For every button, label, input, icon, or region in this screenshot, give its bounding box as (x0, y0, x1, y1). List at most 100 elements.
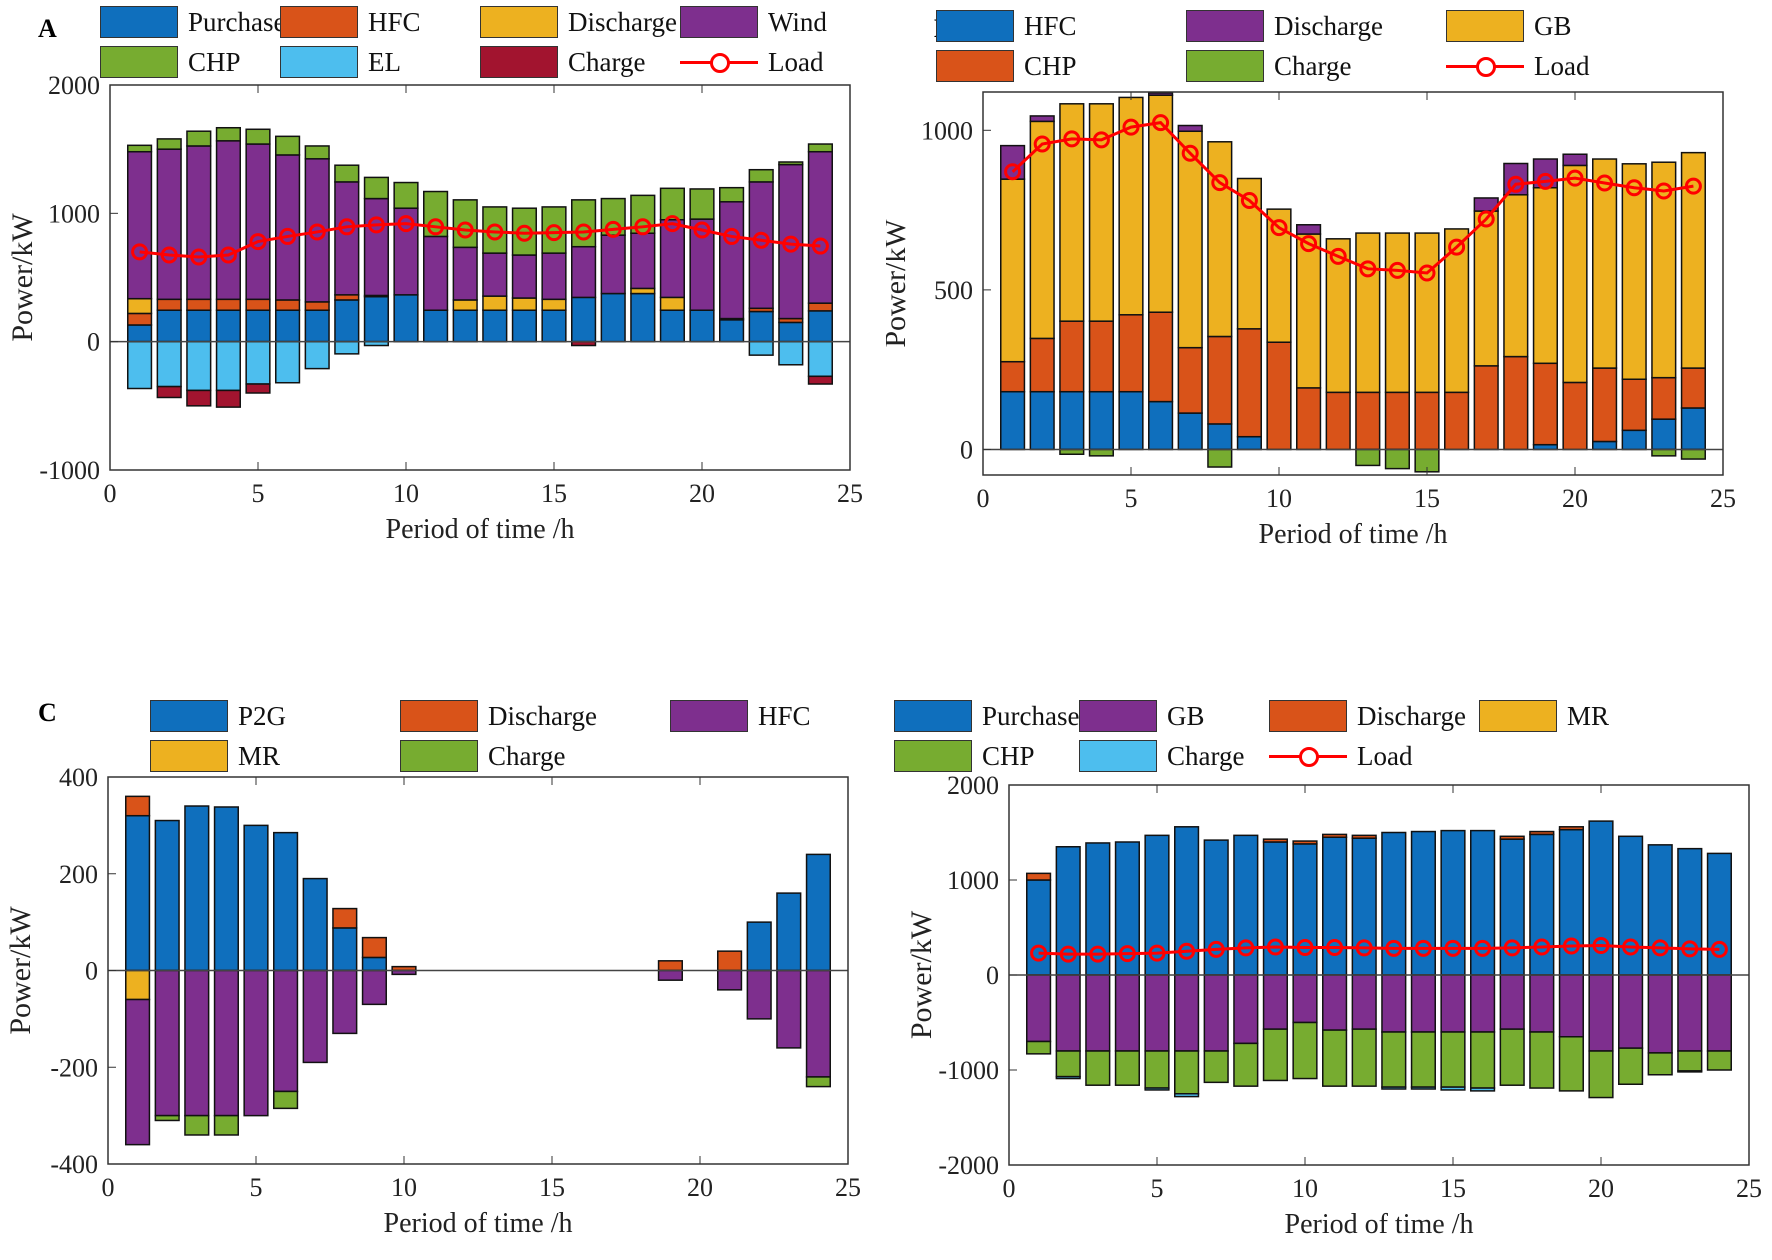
legend-swatch (100, 46, 178, 78)
legend-label: Discharge (1357, 700, 1466, 731)
bar-chp-h23 (1677, 1050, 1703, 1072)
legend-item-gb: GB (1079, 698, 1259, 734)
bar-chp-h15 (1440, 1031, 1466, 1088)
bar-el-h1 (127, 340, 153, 390)
bar-chp-h11 (1322, 1029, 1348, 1087)
bar-discharge-h1 (127, 297, 153, 315)
bar-chp-h8 (1207, 335, 1233, 425)
legend-label: Charge (568, 46, 646, 77)
bar-discharge-h18 (630, 287, 656, 295)
load-point-h2 (1033, 135, 1051, 153)
load-point-h4 (1118, 945, 1136, 963)
x-tick-label: 10 (393, 479, 419, 508)
y-tick-label: -2000 (938, 1151, 999, 1180)
bar-chp-h4 (1088, 320, 1114, 393)
load-point-h10 (1296, 938, 1314, 956)
legend-swatch (894, 740, 972, 772)
load-point-h23 (1681, 940, 1699, 958)
bar-gb-h12 (1351, 974, 1377, 1030)
legend: P2G Discharge HFC MR Charge (150, 698, 870, 774)
bar-chp-h21 (1592, 367, 1618, 443)
legend-item-discharge: Discharge (1269, 698, 1469, 734)
legend-label: CHP (982, 740, 1035, 771)
bar-p2g-h2 (154, 819, 180, 972)
load-point-h18 (1507, 175, 1525, 193)
bar-gb-h2 (1029, 120, 1055, 340)
y-tick-label: 200 (59, 860, 98, 889)
bar-p2g-h5 (243, 824, 269, 972)
load-point-h12 (1329, 247, 1347, 265)
load-point-h10 (397, 215, 415, 233)
bar-chp-h23 (1651, 376, 1677, 420)
bar-mr-h1 (125, 969, 151, 1001)
bar-chp-h19 (659, 187, 685, 221)
bar-purchase-h23 (778, 321, 804, 343)
bar-purchase-h7 (304, 309, 330, 343)
bar-hfc-h8 (1207, 423, 1233, 451)
bar-chp-h2 (1055, 1050, 1081, 1078)
y-tick-label: 2000 (947, 771, 999, 800)
bar-chp-h20 (1588, 1050, 1614, 1099)
bar-chp-h15 (1414, 391, 1440, 451)
bar-gb-h6 (1148, 94, 1174, 313)
load-point-h7 (1207, 940, 1225, 958)
load-line (139, 222, 821, 259)
bar-el-h5 (245, 340, 271, 385)
load-point-h1 (1030, 944, 1048, 962)
bar-discharge-h1 (1026, 872, 1052, 881)
legend-swatch (936, 50, 1014, 82)
x-tick-label: 10 (1292, 1174, 1318, 1203)
load-line (1038, 944, 1720, 956)
x-tick-label: 25 (835, 1173, 861, 1202)
bar-chp-h9 (1236, 328, 1262, 438)
legend-swatch (480, 6, 558, 38)
bar-purchase-h12 (452, 309, 478, 343)
bar-gb-h6 (1174, 974, 1200, 1052)
legend: HFC Discharge GB CHP Charge Load (936, 8, 1646, 84)
legend-label: EL (368, 46, 401, 77)
bar-charge-h14 (1384, 448, 1410, 470)
legend-item-mr: MR (1479, 698, 1659, 734)
panel-a: A 0 5 10 15 20 25 -1000 0 1000 2000 Period of time… (0, 0, 886, 630)
load-point-h10 (1270, 219, 1288, 237)
bar-chp-h14 (1410, 1031, 1436, 1088)
legend-label: GB (1167, 700, 1205, 731)
load-point-h1 (131, 243, 149, 261)
bar-charge-h5 (245, 383, 271, 394)
load-point-h23 (1655, 182, 1673, 200)
bar-gb-h8 (1207, 141, 1233, 338)
load-point-h16 (1474, 939, 1492, 957)
bar-gb-h5 (1144, 974, 1170, 1052)
load-point-h2 (160, 246, 178, 264)
load-point-h20 (693, 221, 711, 239)
y-tick-label: 0 (87, 328, 100, 357)
bar-gb-h14 (1384, 232, 1410, 394)
load-point-h18 (1533, 938, 1551, 956)
legend-label: Charge (488, 740, 566, 771)
bar-wind-h9 (363, 197, 389, 297)
bar-purchase-h13 (1381, 831, 1407, 976)
bar-hfc-h2 (154, 969, 180, 1117)
load-point-h20 (1592, 937, 1610, 955)
bar-wind-h2 (156, 148, 182, 301)
load-point-h3 (1063, 130, 1081, 148)
bar-wind-h21 (719, 201, 745, 320)
legend-swatch (936, 10, 1014, 42)
load-point-h9 (1240, 192, 1258, 210)
load-point-h22 (1625, 179, 1643, 197)
y-axis-label: Power/kW (4, 906, 37, 1035)
x-tick-label: 15 (1440, 1174, 1466, 1203)
bar-gb-h20 (1588, 974, 1614, 1052)
x-axis-label: Period of time /h (386, 514, 575, 545)
legend-label: Load (768, 46, 824, 77)
chart-svg: 0 5 10 15 20 25 -400 -200 0 200 400 Period of time … (4, 763, 861, 1239)
bar-discharge-h15 (541, 298, 567, 311)
bar-p2g-h6 (273, 831, 299, 972)
bar-chp-h12 (1351, 1028, 1377, 1087)
legend-item-gb: GB (1446, 8, 1646, 44)
legend-item-chp: CHP (100, 44, 270, 80)
bar-hfc-h24 (1680, 407, 1706, 451)
load-point-h19 (1562, 937, 1580, 955)
bar-chp-h22 (748, 168, 774, 183)
load-point-h14 (515, 224, 533, 242)
